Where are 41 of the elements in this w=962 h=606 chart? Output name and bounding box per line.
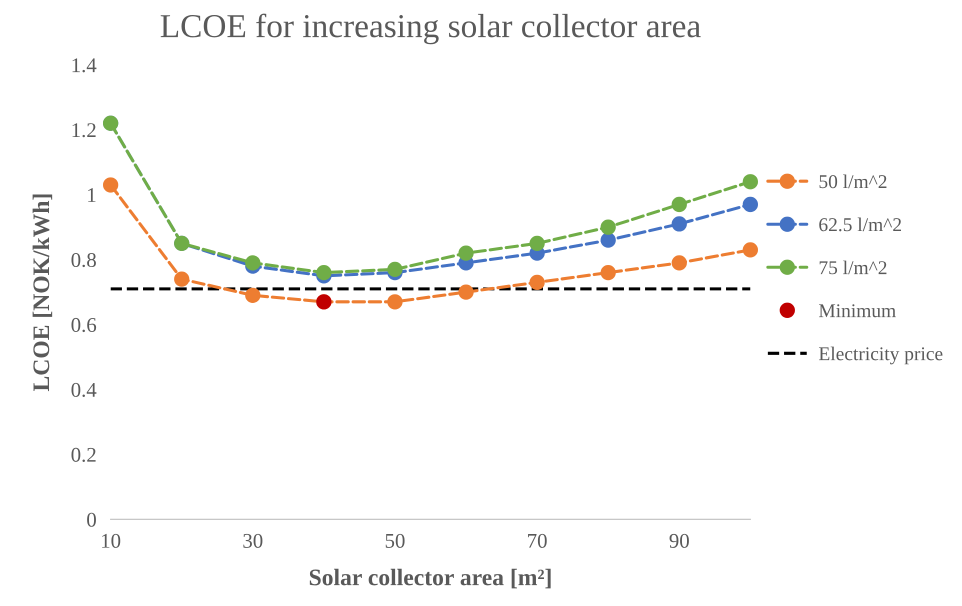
point xyxy=(245,288,260,303)
legend-label: 62.5 l/m^2 xyxy=(819,218,902,232)
point xyxy=(316,264,332,280)
point xyxy=(458,245,474,261)
x-tick-label: 10 xyxy=(102,534,120,548)
x-tick-label: 90 xyxy=(670,534,689,548)
y-axis-title: LCOE [NOK/kWh] xyxy=(32,194,52,392)
point xyxy=(387,262,403,278)
y-tick-label: 0.6 xyxy=(71,318,96,332)
point xyxy=(458,284,474,300)
y-tick-label: 1.2 xyxy=(72,123,96,138)
point xyxy=(672,196,687,212)
point xyxy=(387,294,403,310)
point xyxy=(245,255,260,271)
x-tick-label: 30 xyxy=(243,534,262,548)
point xyxy=(742,242,758,258)
chart-title: LCOE for increasing solar collector area xyxy=(160,14,701,44)
point xyxy=(672,255,687,271)
y-tick-label: 0.8 xyxy=(71,253,96,268)
y-tick-label: 1 xyxy=(88,188,96,202)
point xyxy=(742,174,758,190)
point xyxy=(102,177,118,193)
point xyxy=(174,271,190,287)
y-tick-label: 0 xyxy=(87,512,96,527)
point xyxy=(672,216,687,232)
y-tick-label: 0.2 xyxy=(71,448,96,462)
y-tick-label: 0.4 xyxy=(71,382,96,398)
x-tick-label: 50 xyxy=(386,534,405,548)
legend-label: 50 l/m^2 xyxy=(820,174,886,188)
legend-label: Electricity price xyxy=(818,346,942,364)
x-tick-label: 70 xyxy=(528,534,547,548)
point xyxy=(742,196,758,212)
y-tick-label: 1.4 xyxy=(72,58,96,72)
point xyxy=(600,232,616,248)
point xyxy=(529,274,545,290)
legend-label: 75 l/m^2 xyxy=(820,260,886,274)
point xyxy=(600,220,616,235)
x-axis-title: Solar collector area [m²] xyxy=(310,568,551,588)
point xyxy=(600,264,616,280)
legend-label: Minimum xyxy=(818,304,896,318)
point xyxy=(529,236,545,252)
